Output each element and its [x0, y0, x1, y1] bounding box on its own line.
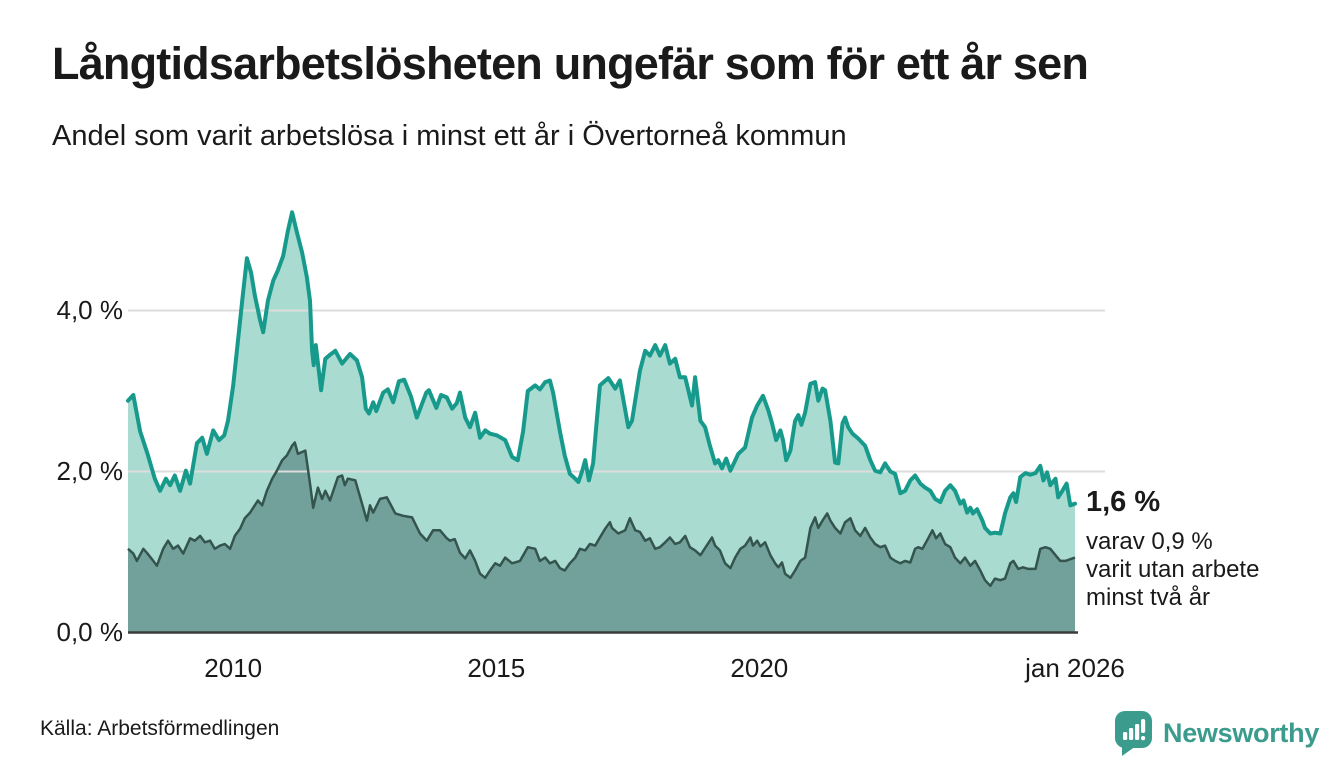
- page-subtitle: Andel som varit arbetslösa i minst ett å…: [52, 120, 847, 152]
- area-unemployed-min-2yr: [128, 442, 1075, 633]
- latest-total-value-label: 1,6 %: [1086, 486, 1161, 518]
- line-unemployed-min-2yr: [127, 441, 1076, 588]
- logo-bar-large: [1135, 724, 1140, 740]
- x-axis-tick-jan-2026: jan 2026: [1025, 653, 1125, 683]
- y-axis-tick-0-0: 0,0 %: [56, 616, 124, 647]
- x-axis-tick-2015: 2015: [467, 653, 526, 683]
- logo-bar-small: [1123, 732, 1128, 740]
- x-axis-tick-2020: 2020: [730, 653, 789, 683]
- newsworthy-logo-text: Newsworthy: [1163, 718, 1320, 748]
- line-unemployed-min-1yr: [126, 210, 1077, 536]
- y-axis-tick-4-0: 4,0 %: [56, 294, 124, 325]
- annotation-line-1: varav 0,9 %: [1086, 528, 1213, 555]
- y-axis-tick-2-0: 2,0 %: [56, 455, 124, 486]
- page-title: Långtidsarbetslösheten ungefär som för e…: [52, 38, 1089, 89]
- logo-bar-medium: [1129, 728, 1134, 740]
- logo-exclamation-bar: [1141, 719, 1146, 733]
- latest-detail-annotation: varav 0,9 % varit utan arbete minst två …: [1086, 528, 1259, 612]
- annotation-line-3: minst två år: [1086, 584, 1211, 611]
- newsworthy-logo: Newsworthy: [1114, 710, 1319, 757]
- source-caption: Källa: Arbetsförmedlingen: [40, 717, 280, 740]
- logo-bubble: [1115, 711, 1152, 748]
- logo-bubble-tail: [1122, 741, 1136, 756]
- logo-exclamation-dot: [1141, 736, 1146, 741]
- annotation-line-2: varit utan arbete: [1086, 556, 1260, 583]
- newsworthy-logo-icon: [1115, 711, 1152, 756]
- x-axis-tick-2010: 2010: [204, 653, 263, 683]
